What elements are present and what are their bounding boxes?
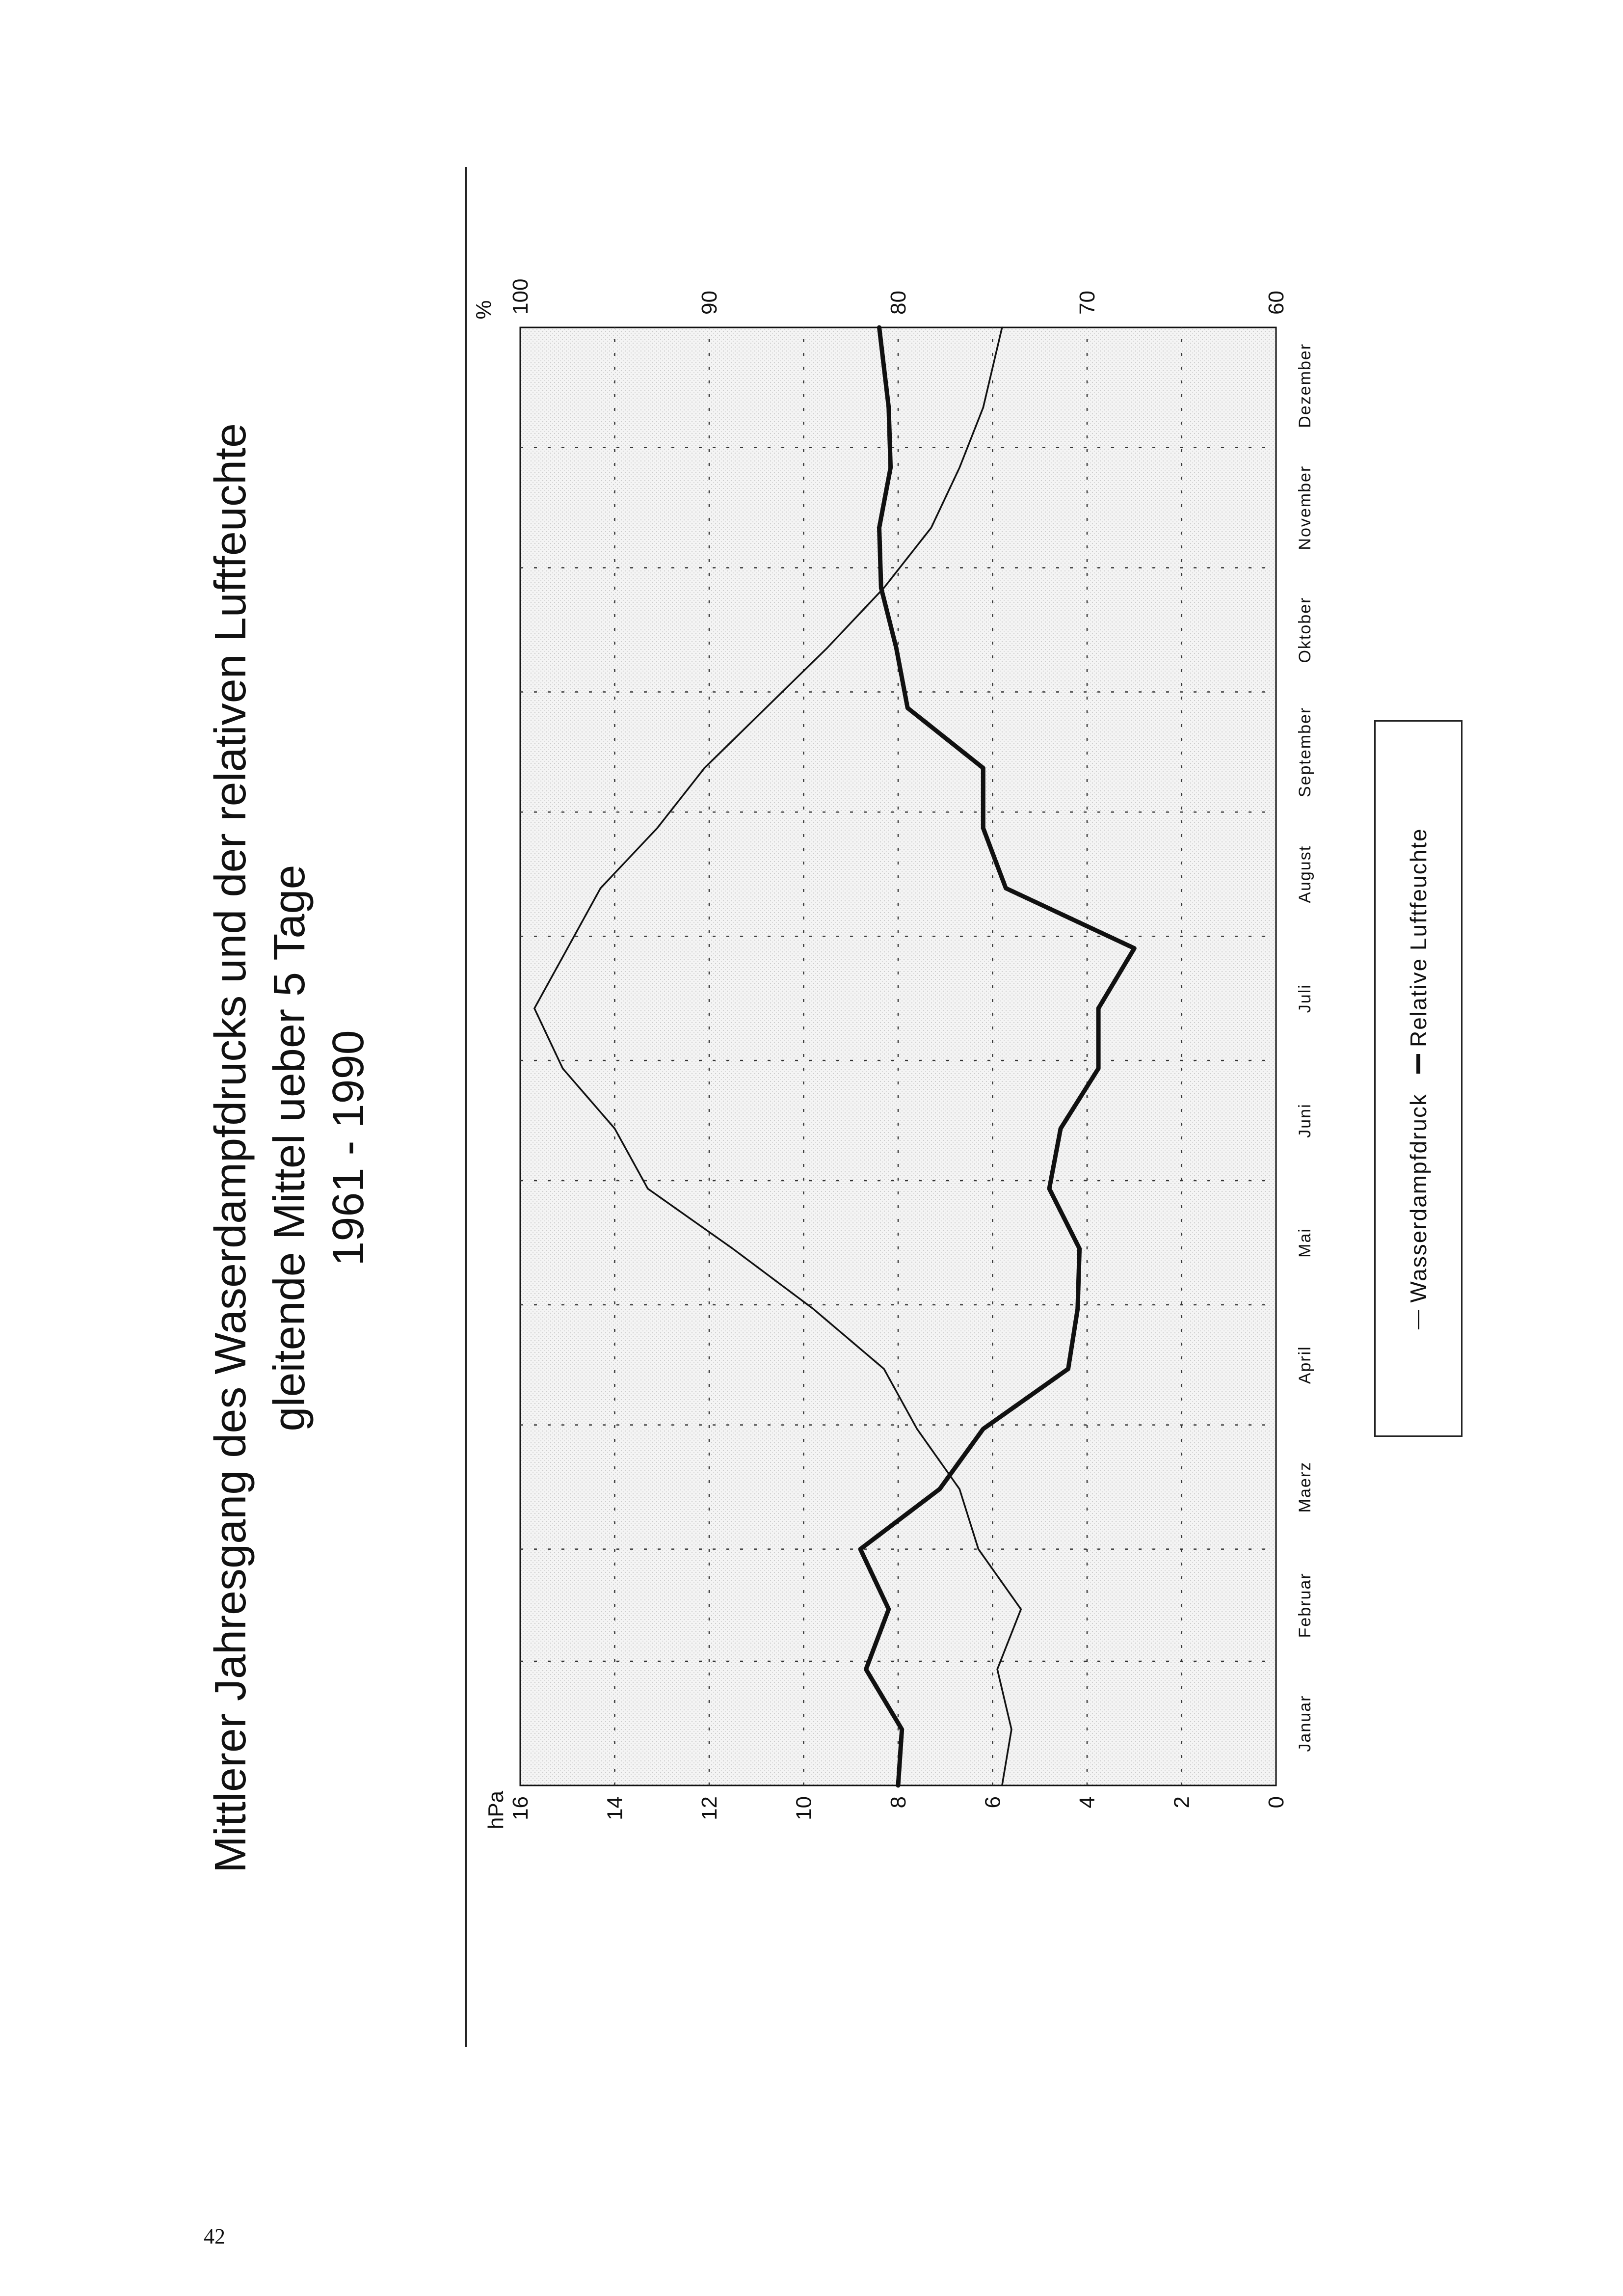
chart-legend: Wasserdampfdruck Relative Luftfeuchte [1374, 720, 1463, 1437]
y-left-tick-label: 14 [603, 1796, 627, 1820]
legend-swatch-thin [1417, 1309, 1419, 1329]
y-left-tick-label: 6 [981, 1796, 1005, 1808]
top-rule [465, 167, 467, 2047]
legend-swatch-thick [1416, 1054, 1420, 1074]
y-left-tick-label: 8 [886, 1796, 910, 1808]
y-right-tick-label: 90 [697, 291, 721, 315]
y-left-tick-label: 12 [697, 1796, 721, 1820]
series-line-relative-luftfeuchte [858, 325, 1137, 1788]
x-tick-label-month: August [1296, 845, 1314, 903]
x-tick-label-month: September [1296, 707, 1314, 797]
legend-item-wasserdampfdruck: Wasserdampfdruck [1405, 1093, 1432, 1329]
series-line-wasserdampfdruck [533, 326, 1022, 1786]
x-tick-label-month: Oktober [1296, 597, 1314, 663]
y-left-axis-label: hPa [484, 1790, 508, 1829]
y-left-tick-label: 16 [508, 1796, 532, 1820]
x-tick-label-month: Juli [1296, 984, 1314, 1013]
x-tick-label-month: Dezember [1296, 343, 1314, 428]
x-tick-label-month: November [1296, 465, 1314, 550]
legend-label-relative-luftfeuchte: Relative Luftfeuchte [1406, 828, 1431, 1048]
x-tick-label-month: Juni [1296, 1103, 1314, 1137]
y-right-axis-label: % [472, 300, 496, 319]
x-tick-label-month: Mai [1296, 1228, 1314, 1258]
y-right-tick-label: 70 [1075, 291, 1099, 315]
x-tick-label-month: Maerz [1296, 1461, 1314, 1513]
x-tick-label-month: Januar [1296, 1695, 1314, 1752]
x-tick-label-month: Februar [1296, 1572, 1314, 1638]
x-tick-label-month: April [1296, 1346, 1314, 1384]
y-left-tick-label: 2 [1170, 1796, 1194, 1808]
y-right-tick-label: 100 [508, 279, 532, 315]
y-left-tick-label: 10 [792, 1796, 816, 1820]
y-right-tick-label: 60 [1264, 291, 1288, 315]
legend-label-wasserdampfdruck: Wasserdampfdruck [1406, 1093, 1431, 1303]
y-left-tick-label: 4 [1075, 1796, 1099, 1808]
legend-item-relative-luftfeuchte: Relative Luftfeuchte [1405, 828, 1432, 1074]
y-left-tick-label: 0 [1264, 1796, 1288, 1808]
page-number: 42 [204, 2224, 225, 2248]
y-right-tick-label: 80 [886, 291, 910, 315]
